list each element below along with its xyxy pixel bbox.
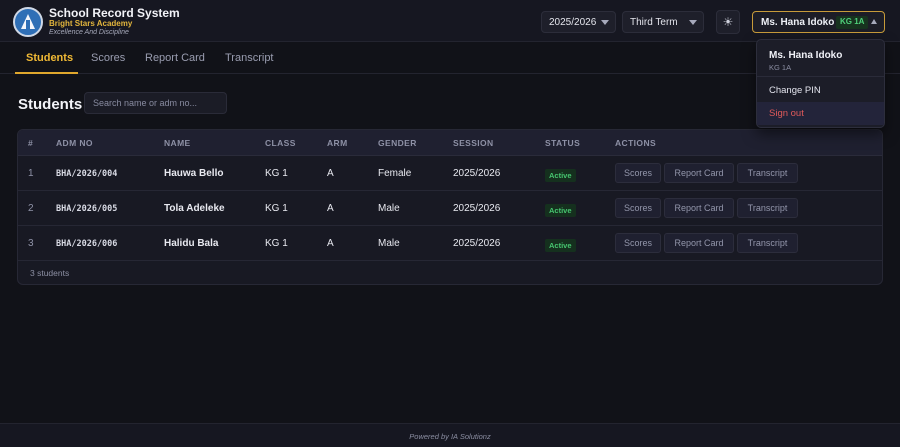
term-value: Third Term: [630, 17, 678, 28]
dropdown-user-name: Ms. Hana Idoko: [769, 50, 843, 61]
transcript-button[interactable]: Transcript: [737, 198, 798, 218]
row-number: 2: [28, 203, 34, 214]
school-motto: Excellence And Discipline: [49, 29, 129, 36]
status-badge: Active: [545, 169, 576, 182]
change-pin-menu-item[interactable]: Change PIN: [769, 85, 821, 96]
status-badge: Active: [545, 204, 576, 217]
sign-out-menu-item[interactable]: Sign out: [757, 102, 884, 125]
term-select[interactable]: Third Term: [622, 11, 704, 33]
search-input[interactable]: [84, 92, 227, 114]
chevron-up-icon: [871, 19, 877, 24]
page-title: Students: [18, 96, 83, 113]
page-footer: Powered by IA Solutionz: [0, 423, 900, 447]
top-bar: School Record System Bright Stars Academ…: [0, 0, 900, 42]
table-header: # ADM NO NAME CLASS ARM GENDER SESSION S…: [18, 130, 882, 156]
tab-bar: Students Scores Report Card Transcript: [0, 42, 900, 74]
adm-no: BHA/2026/006: [56, 239, 118, 249]
column-header: CLASS: [265, 138, 296, 148]
scores-button[interactable]: Scores: [615, 163, 661, 183]
student-arm: A: [327, 203, 334, 214]
class-badge: KG 1A: [836, 16, 869, 29]
row-number: 1: [28, 168, 34, 179]
column-header: SESSION: [453, 138, 494, 148]
student-gender: Male: [378, 203, 400, 214]
table-row: 3 BHA/2026/006 Halidu Bala KG 1 A Male 2…: [18, 226, 882, 261]
student-arm: A: [327, 238, 334, 249]
user-name: Ms. Hana Idoko: [761, 17, 835, 28]
table-row: 1 BHA/2026/004 Hauwa Bello KG 1 A Female…: [18, 156, 882, 191]
tab-scores[interactable]: Scores: [91, 52, 126, 64]
student-arm: A: [327, 168, 334, 179]
column-header: #: [28, 138, 34, 148]
student-gender: Male: [378, 238, 400, 249]
scores-button[interactable]: Scores: [615, 233, 661, 253]
chevron-down-icon: [601, 20, 609, 25]
tab-report-card[interactable]: Report Card: [145, 52, 205, 64]
tab-students[interactable]: Students: [26, 52, 74, 64]
theme-toggle-button[interactable]: ☀: [716, 10, 740, 34]
adm-no: BHA/2026/004: [56, 169, 118, 179]
report-card-button[interactable]: Report Card: [664, 163, 734, 183]
student-name: Halidu Bala: [164, 238, 219, 249]
adm-no: BHA/2026/005: [56, 204, 118, 214]
student-session: 2025/2026: [453, 238, 501, 249]
tab-transcript[interactable]: Transcript: [225, 52, 274, 64]
column-header: ADM NO: [56, 138, 93, 148]
student-class: KG 1: [265, 203, 288, 214]
report-card-button[interactable]: Report Card: [664, 198, 734, 218]
table-row: 2 BHA/2026/005 Tola Adeleke KG 1 A Male …: [18, 191, 882, 226]
user-menu-button[interactable]: Ms. Hana Idoko KG 1A: [752, 11, 885, 33]
sun-icon: ☀: [722, 15, 734, 29]
report-card-button[interactable]: Report Card: [664, 233, 734, 253]
active-tab-indicator: [15, 72, 78, 74]
column-header: GENDER: [378, 138, 417, 148]
dropdown-user-class: KG 1A: [769, 63, 792, 72]
transcript-button[interactable]: Transcript: [737, 233, 798, 253]
column-header: ARM: [327, 138, 348, 148]
student-session: 2025/2026: [453, 168, 501, 179]
session-select[interactable]: 2025/2026: [541, 11, 616, 33]
row-number: 3: [28, 238, 34, 249]
divider: [757, 76, 884, 77]
column-header: NAME: [164, 138, 191, 148]
app-title: School Record System: [49, 6, 180, 20]
student-name: Hauwa Bello: [164, 168, 224, 179]
chevron-down-icon: [689, 20, 697, 25]
student-count: 3 students: [30, 268, 70, 278]
student-session: 2025/2026: [453, 203, 501, 214]
student-class: KG 1: [265, 168, 288, 179]
column-header: STATUS: [545, 138, 581, 148]
scores-button[interactable]: Scores: [615, 198, 661, 218]
students-table: # ADM NO NAME CLASS ARM GENDER SESSION S…: [17, 129, 883, 285]
school-logo: [13, 7, 43, 37]
student-gender: Female: [378, 168, 412, 179]
status-badge: Active: [545, 239, 576, 252]
user-dropdown-menu: Ms. Hana Idoko KG 1A Change PIN Sign out: [756, 39, 885, 128]
transcript-button[interactable]: Transcript: [737, 163, 798, 183]
student-class: KG 1: [265, 238, 288, 249]
column-header: ACTIONS: [615, 138, 657, 148]
student-name: Tola Adeleke: [164, 203, 225, 214]
school-name: Bright Stars Academy: [49, 19, 133, 28]
session-value: 2025/2026: [549, 17, 597, 28]
